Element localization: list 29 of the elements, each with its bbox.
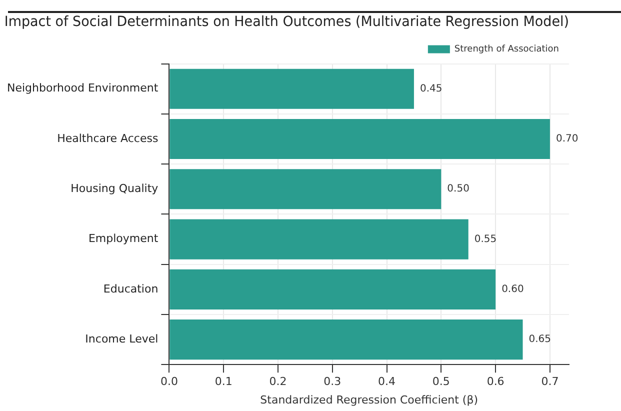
bar — [170, 219, 468, 260]
x-tick-label: 0.4 — [378, 375, 396, 388]
data-label: 0.65 — [528, 334, 552, 346]
bar — [170, 319, 523, 360]
x-tick-label: 0.1 — [214, 375, 232, 388]
data-label: 0.70 — [556, 134, 578, 145]
data-label: 0.55 — [474, 234, 497, 245]
bar — [170, 68, 414, 109]
data-label: 0.60 — [502, 284, 524, 295]
y-tick-label: Employment — [88, 232, 159, 246]
y-tick-label: Income Level — [85, 332, 158, 346]
chart-title: Impact of Social Determinants on Health Outcomes (Multivariate Regression Model) — [4, 14, 569, 30]
y-tick-label: Education — [103, 282, 158, 296]
bar — [170, 269, 496, 310]
bar — [170, 169, 442, 210]
legend-label: Strength of Association — [454, 44, 560, 55]
bar — [170, 118, 550, 160]
x-axis-title: Standardized Regression Coefficient (β) — [260, 393, 478, 406]
x-tick-label: 0.5 — [432, 375, 450, 388]
y-tick-label: Neighborhood Environment — [6, 82, 159, 95]
x-tick-label: 0.6 — [486, 375, 504, 388]
y-tick-label: Healthcare Access — [57, 132, 158, 145]
data-label: 0.45 — [420, 83, 442, 94]
x-tick-label: 0.7 — [541, 375, 559, 388]
x-tick-label: 0.0 — [160, 375, 178, 388]
x-tick-label: 0.3 — [324, 375, 342, 388]
x-tick-label: 0.2 — [269, 375, 287, 388]
data-label: 0.50 — [447, 184, 470, 195]
y-tick-label: Housing Quality — [70, 182, 159, 195]
